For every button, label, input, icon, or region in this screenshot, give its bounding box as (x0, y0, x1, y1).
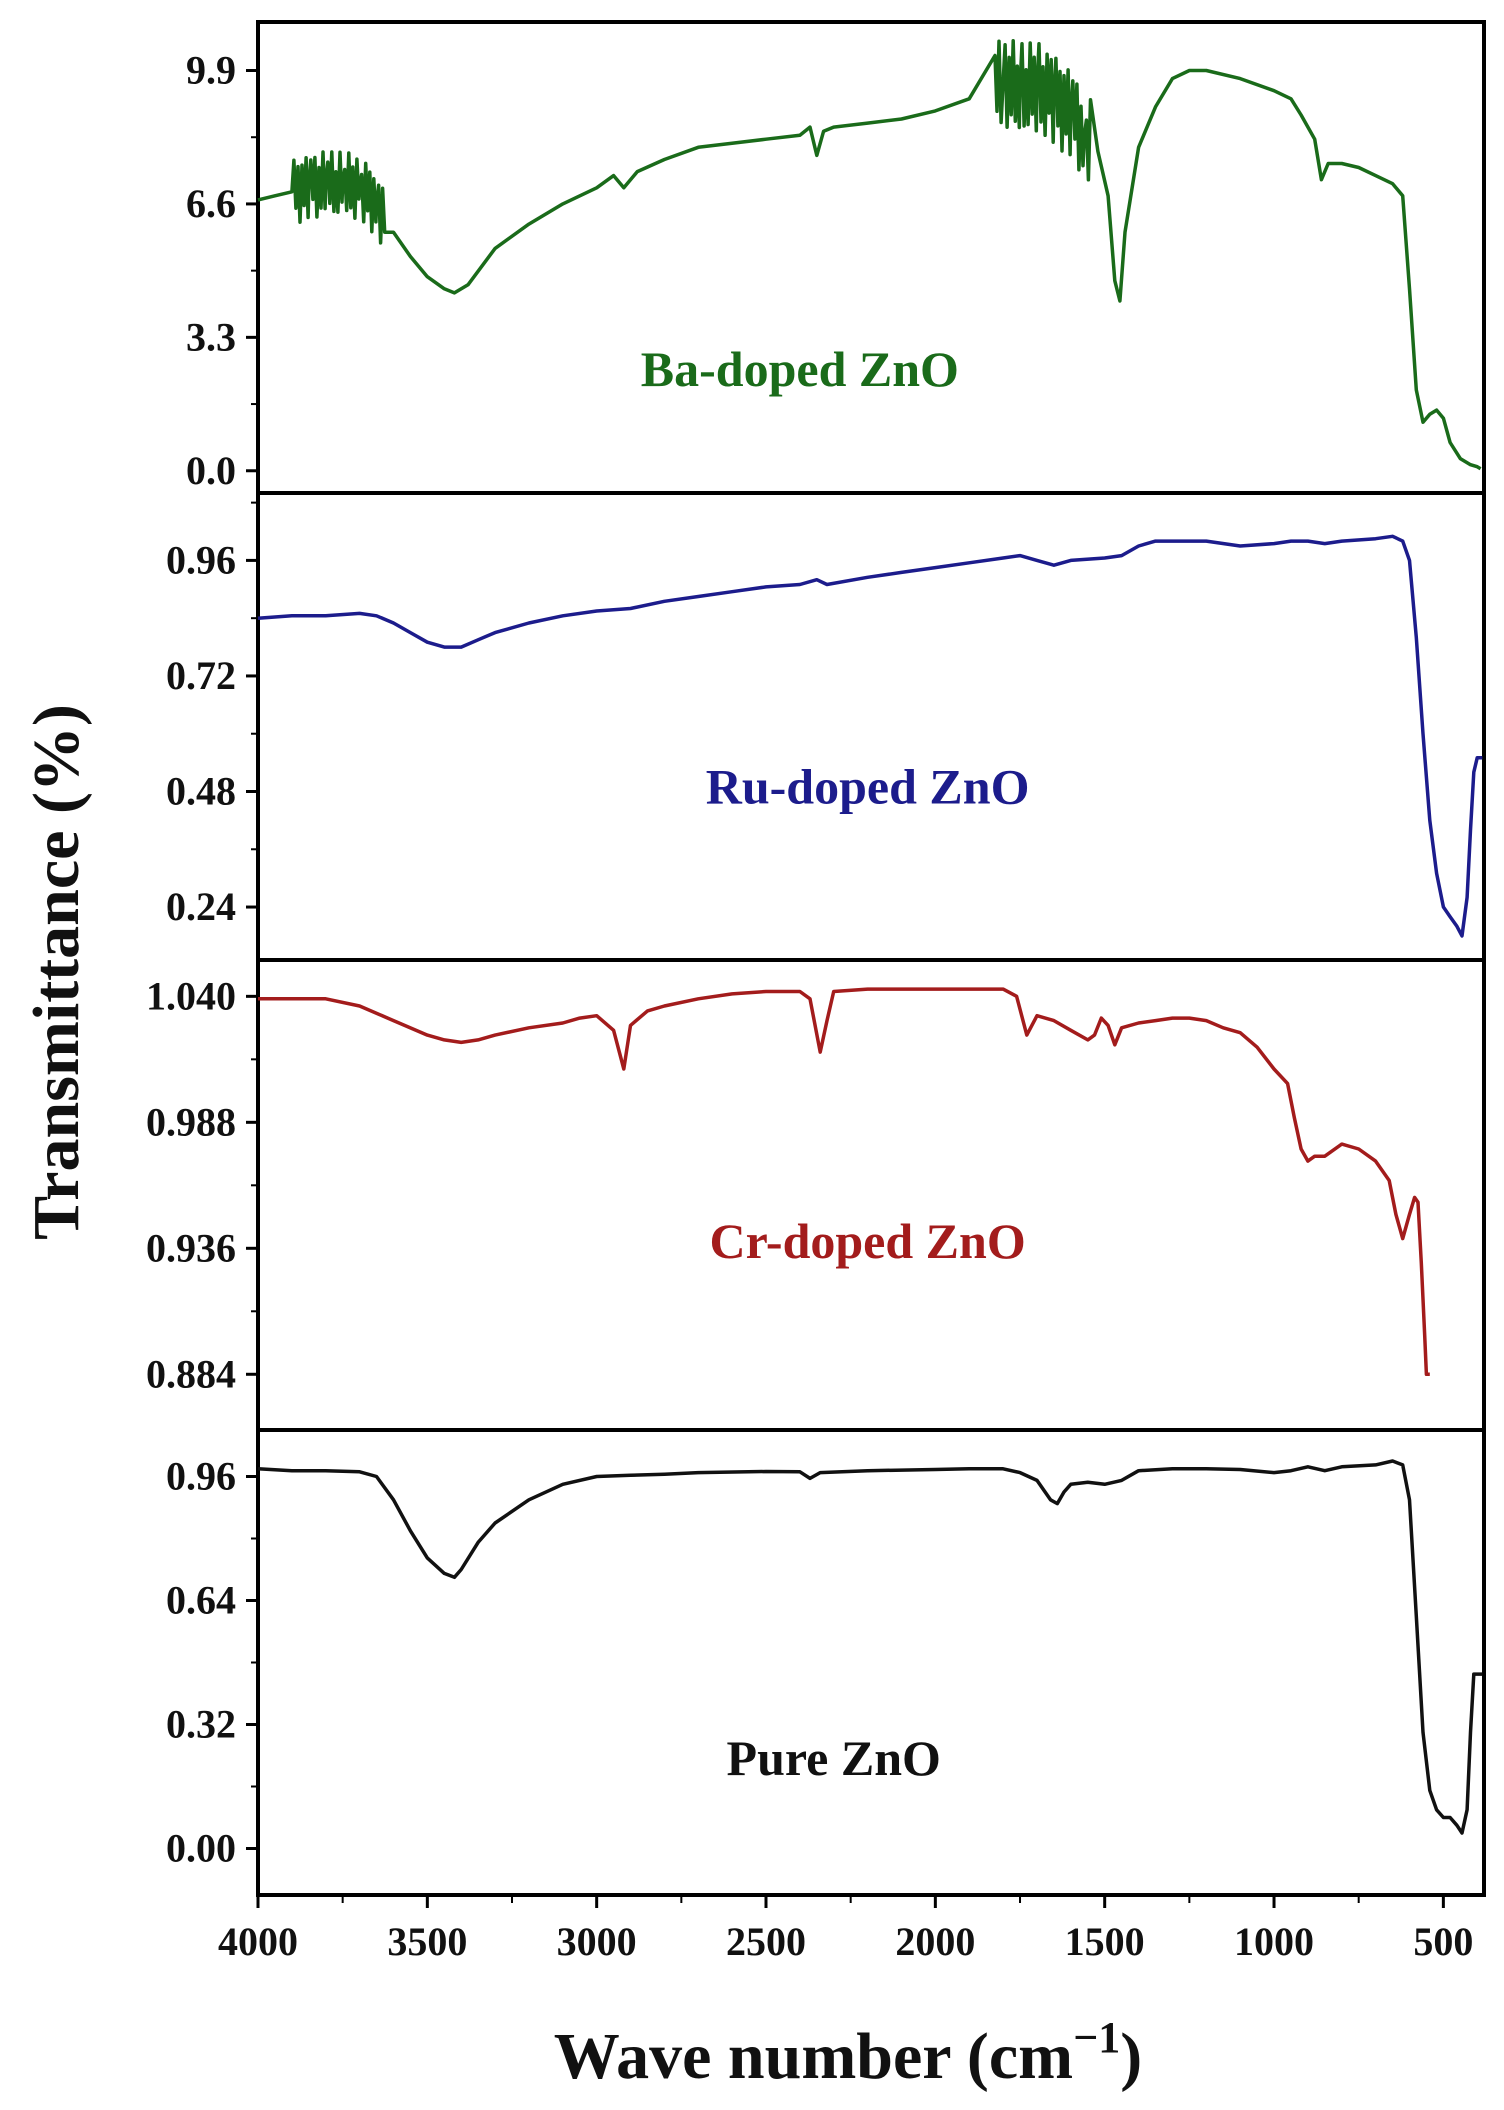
x-axis: 4000 3500 3000 2500 2000 1500 1000 500 (218, 1895, 1473, 1964)
x-tick-label: 3000 (557, 1919, 637, 1964)
y-tick-label: 0.988 (146, 1099, 236, 1144)
x-axis-title-main: Wave number (cm (554, 2020, 1073, 2093)
panel-frame (256, 491, 1486, 962)
series-label: Pure ZnO (727, 1730, 941, 1786)
series-label: Ru-doped ZnO (706, 759, 1030, 815)
x-tick-label: 2500 (726, 1919, 806, 1964)
x-tick-label: 4000 (218, 1919, 298, 1964)
x-tick-label: 3500 (387, 1919, 467, 1964)
y-tick-label: 0.884 (146, 1351, 236, 1396)
panel-frame (256, 958, 1486, 1432)
panel-frame (256, 1428, 1486, 1897)
y-tick-label: 0.32 (166, 1702, 236, 1747)
y-axis-title: Transmittance (%) (20, 704, 93, 1240)
y-tick-label: 9.9 (186, 48, 236, 93)
panels-group: 0.0 3.3 6.6 9.9 Ba-doped ZnO 0.24 0.48 0.72 0.96… (146, 20, 1486, 1897)
series-line (257, 1459, 1483, 1835)
x-axis-title-close: ) (1120, 2020, 1142, 2093)
x-tick-label: 500 (1413, 1919, 1473, 1964)
y-tick-label: 0.00 (166, 1826, 236, 1871)
x-axis-title: Wave number (cm−1) (554, 2013, 1142, 2093)
y-tick-label: 0.48 (166, 768, 236, 813)
y-tick-label: 0.96 (166, 537, 236, 582)
y-tick-label: 0.72 (166, 653, 236, 698)
panel-3: 0.00 0.32 0.64 0.96 Pure ZnO (166, 1428, 1486, 1897)
y-tick-label: 3.3 (186, 314, 236, 359)
panel-2: 0.884 0.936 0.988 1.040 Cr-doped ZnO (146, 958, 1486, 1432)
y-tick-label: 6.6 (186, 181, 236, 226)
panel-1: 0.24 0.48 0.72 0.96 Ru-doped ZnO (166, 491, 1486, 962)
x-tick-label: 1000 (1234, 1919, 1314, 1964)
x-axis-title-superscript: −1 (1073, 2013, 1120, 2062)
y-tick-label: 0.64 (166, 1578, 236, 1623)
y-tick-label: 0.96 (166, 1454, 236, 1499)
y-tick-label: 0.24 (166, 884, 236, 929)
series-line (257, 534, 1483, 938)
panel-frame (256, 20, 1486, 495)
y-tick-label: 1.040 (146, 973, 236, 1018)
series-line (258, 987, 1430, 1377)
x-tick-label: 1500 (1065, 1919, 1145, 1964)
x-tick-label: 2000 (895, 1919, 975, 1964)
series-line (257, 39, 1482, 471)
series-label: Cr-doped ZnO (709, 1213, 1025, 1269)
panel-0: 0.0 3.3 6.6 9.9 Ba-doped ZnO (186, 20, 1486, 495)
series-label: Ba-doped ZnO (641, 341, 959, 397)
y-tick-label: 0.936 (146, 1225, 236, 1270)
y-tick-label: 0.0 (186, 448, 236, 493)
